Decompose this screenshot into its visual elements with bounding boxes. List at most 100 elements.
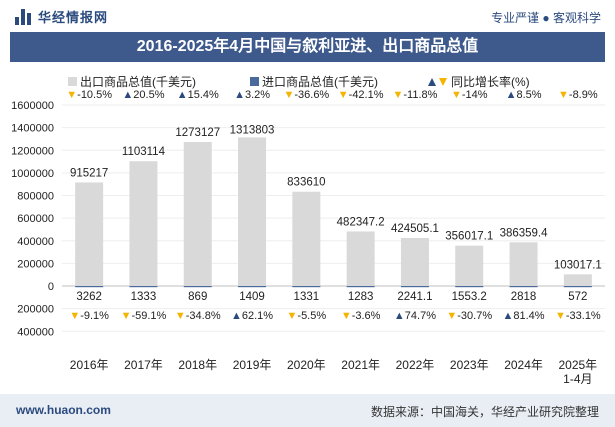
y-tick-label: 800000 <box>17 191 54 203</box>
import-value-label: 2818 <box>511 291 537 303</box>
import-value-label: 1331 <box>294 291 320 303</box>
import-bar <box>455 286 484 288</box>
export-bar <box>509 242 538 286</box>
import-yoy-label: ▼-34.8% <box>175 310 221 322</box>
y-tick-label: 1400000 <box>11 123 54 135</box>
y-axis: 1600000 1400000 1200000 1000000 800000 600000… <box>11 100 54 338</box>
import-value-label: 1333 <box>131 291 157 303</box>
export-yoy-label: ▼-42.1% <box>338 89 384 101</box>
y-tick-label: 1600000 <box>11 100 54 112</box>
import-bar <box>238 286 267 288</box>
x-tick-label: 2024年 <box>504 358 543 372</box>
export-value-label: 915217 <box>70 167 108 179</box>
import-yoy-label: ▼-3.6% <box>341 310 381 322</box>
import-yoy-label: ▼-33.1% <box>555 310 601 322</box>
x-tick-label: 2018年 <box>178 358 217 372</box>
import-bar <box>129 286 158 288</box>
logo-icon <box>14 8 32 26</box>
y-tick-label: 400000 <box>17 236 54 248</box>
import-value-label: 1553.2 <box>452 291 487 303</box>
export-yoy-label: ▲15.4% <box>177 89 219 101</box>
export-yoy-label: ▼-14% <box>451 89 488 101</box>
export-bar <box>563 274 592 286</box>
x-tick-label: 2025年 1-4月 <box>558 358 597 386</box>
legend-label-export: 出口商品总值(千美元) <box>80 74 196 89</box>
x-tick-label: 2019年 <box>233 358 272 372</box>
export-bar <box>129 161 158 286</box>
legend-swatch-import <box>250 77 259 86</box>
export-bar <box>75 182 104 286</box>
import-bar <box>563 286 592 288</box>
y-tick-label: 200000 <box>17 258 54 270</box>
export-value-label: 386359.4 <box>500 227 549 239</box>
import-value-label: 1283 <box>348 291 374 303</box>
tagline: 专业严谨 ● 客观科学 <box>491 11 601 25</box>
export-yoy-label: ▼-11.8% <box>392 89 437 101</box>
y-tick-label: 1000000 <box>11 168 54 180</box>
bars <box>75 137 592 288</box>
import-yoy-label: ▼-9.1% <box>69 310 109 322</box>
x-tick-label: 2020年 <box>287 358 326 372</box>
import-value-label: 869 <box>188 291 207 303</box>
export-value-label: 1273127 <box>175 127 220 139</box>
export-value-label: 356017.1 <box>445 231 493 243</box>
legend-label-import: 进口商品总值(千美元) <box>262 74 378 89</box>
header: 华经情报网 专业严谨 ● 客观科学 <box>0 0 615 34</box>
import-value-label: 3262 <box>76 291 102 303</box>
import-bar <box>75 286 104 288</box>
export-bar <box>400 237 429 286</box>
import-bar <box>400 286 429 288</box>
y-tick-label: 200000 <box>17 304 54 316</box>
import-value-label: 2241.1 <box>397 291 432 303</box>
footer-source: 数据来源：中国海关，华经产业研究院整理 <box>370 405 599 419</box>
y-tick-label: 1200000 <box>11 145 54 157</box>
import-bar <box>509 286 538 288</box>
chart: 出口商品总值(千美元) 进口商品总值(千美元) 同比增长率(%) 1600000 14… <box>11 74 605 386</box>
y-tick-label: 400000 <box>17 326 54 338</box>
x-tick-label: 2017年 <box>124 358 163 372</box>
footer: www.huaon.com 数据来源：中国海关，华经产业研究院整理 <box>0 394 615 427</box>
data-labels: 915217 3262 ▼-10.5% ▼-9.1% 1103114 1333 ▲20.5%… <box>66 89 602 322</box>
brand[interactable]: 华经情报网 <box>14 7 108 26</box>
export-bar <box>292 191 321 286</box>
export-value-label: 1103114 <box>122 146 166 158</box>
export-value-label: 833610 <box>287 177 325 189</box>
import-bar <box>292 286 321 288</box>
legend: 出口商品总值(千美元) 进口商品总值(千美元) 同比增长率(%) <box>68 74 530 89</box>
import-yoy-label: ▲74.7% <box>394 310 436 322</box>
import-yoy-label: ▲62.1% <box>231 310 273 322</box>
x-tick-label: 2016年 <box>70 358 109 372</box>
import-yoy-label: ▼-59.1% <box>121 310 167 322</box>
import-bar <box>346 286 375 288</box>
import-bar <box>183 286 212 288</box>
export-yoy-label: ▲3.2% <box>234 89 270 101</box>
legend-swatch-export <box>68 77 77 86</box>
import-value-label: 572 <box>568 291 587 303</box>
export-value-label: 103017.1 <box>554 259 602 271</box>
brand-name: 华经情报网 <box>38 10 109 25</box>
footer-website[interactable]: www.huaon.com <box>16 403 111 417</box>
y-tick-label: 0 <box>48 281 54 293</box>
import-yoy-label: ▲81.4% <box>503 310 545 322</box>
export-value-label: 424505.1 <box>391 223 439 235</box>
export-yoy-label: ▼-10.5% <box>66 89 112 101</box>
export-yoy-label: ▲20.5% <box>122 89 164 101</box>
legend-up-triangle-icon <box>428 78 436 86</box>
x-tick-label: 2021年 <box>341 358 380 372</box>
export-bar <box>238 137 267 286</box>
export-bar <box>183 141 212 286</box>
export-yoy-label: ▼-8.9% <box>558 89 598 101</box>
export-yoy-label: ▲8.5% <box>506 89 542 101</box>
export-yoy-label: ▼-36.6% <box>283 89 329 101</box>
export-value-label: 482347.2 <box>337 216 385 228</box>
x-axis: 2016年 2017年 2018年 2019年 2020年 2021年 2022年 2023年… <box>70 358 597 386</box>
export-value-label: 1313803 <box>230 124 275 136</box>
chart-title: 2016-2025年4月中国与叙利亚进、出口商品总值 <box>10 32 605 62</box>
import-value-label: 1409 <box>239 291 265 303</box>
import-yoy-label: ▼-30.7% <box>446 310 492 322</box>
export-bar <box>346 231 375 286</box>
x-tick-label: 2022年 <box>396 358 435 372</box>
import-yoy-label: ▼-5.5% <box>287 310 327 322</box>
y-tick-label: 600000 <box>17 213 54 225</box>
legend-down-triangle-icon <box>439 78 447 86</box>
